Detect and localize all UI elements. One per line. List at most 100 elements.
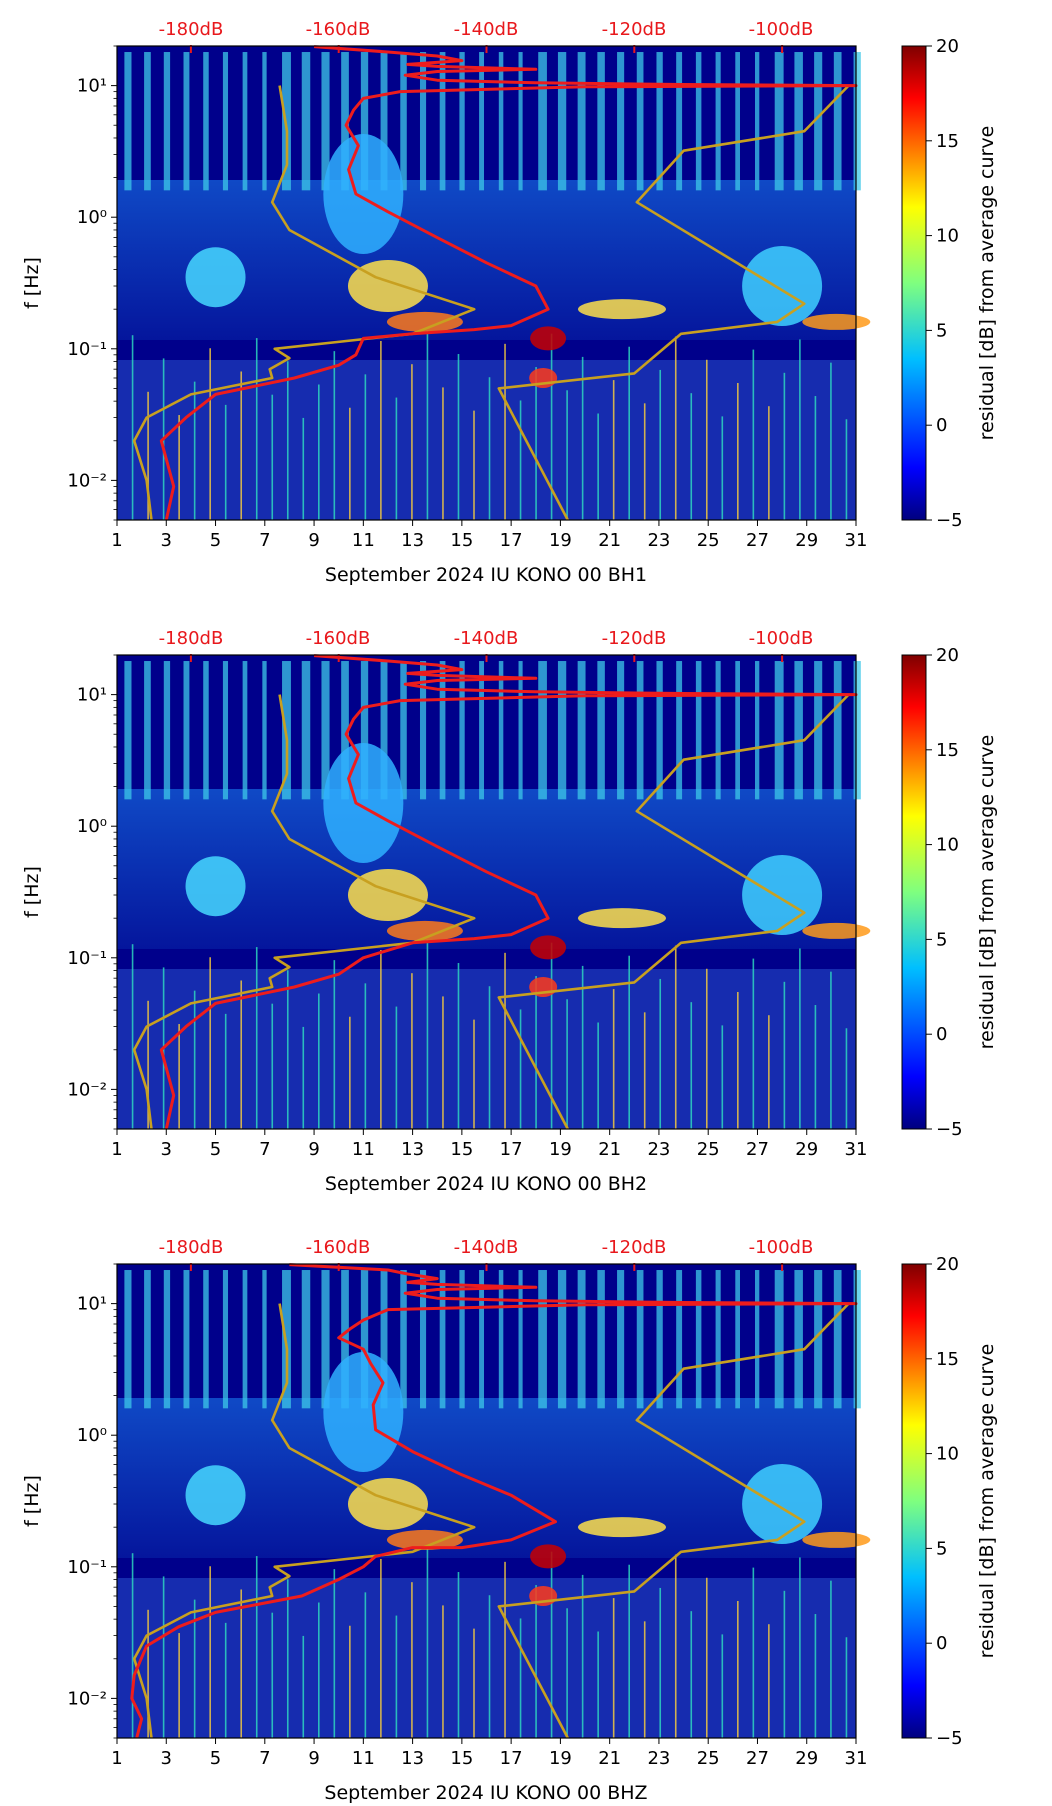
heatmap-stripes xyxy=(124,1270,861,1738)
residual-blob xyxy=(577,908,666,929)
hf-stripe xyxy=(301,52,311,191)
spike xyxy=(752,349,755,520)
x-tick-label: 29 xyxy=(795,530,818,551)
colorbar-tick-label: 10 xyxy=(936,226,959,247)
residual-blob xyxy=(185,1465,246,1526)
colorbar-label: residual [dB] from average curve xyxy=(976,735,998,1050)
colorbar-tick-label: 15 xyxy=(936,740,959,761)
spike xyxy=(519,400,522,520)
spike xyxy=(364,374,367,520)
spike xyxy=(783,372,786,520)
series-nhnm xyxy=(497,693,850,1130)
hf-stripe xyxy=(262,52,267,191)
spike xyxy=(752,1567,755,1738)
spike xyxy=(193,990,196,1129)
colorbar-ticks: −5 0 5 10 15 20 xyxy=(926,36,963,531)
spike xyxy=(178,1024,180,1129)
hf-stripe xyxy=(400,661,407,800)
spike xyxy=(224,404,227,520)
hf-stripe xyxy=(794,661,803,800)
hf-stripe xyxy=(498,52,504,191)
spike xyxy=(550,942,553,1129)
hf-stripe xyxy=(203,1270,209,1409)
spike xyxy=(612,380,615,520)
spike xyxy=(581,356,584,520)
x-tick-label: 29 xyxy=(795,1748,818,1769)
spike xyxy=(178,1633,180,1738)
spike xyxy=(674,1554,677,1738)
hf-stripe xyxy=(833,661,842,800)
y-tick-label: 10¹ xyxy=(77,76,107,97)
heatmap-lowfreq-band xyxy=(117,1578,856,1738)
colorbar-tick-label: 15 xyxy=(936,131,959,152)
hf-stripe xyxy=(656,661,663,800)
hf-stripe xyxy=(262,1270,267,1409)
spike xyxy=(566,1608,568,1738)
hf-stripe xyxy=(419,1270,427,1409)
y-tick-label: 10⁰ xyxy=(77,816,107,837)
colorbar-tick-label: 0 xyxy=(936,1633,947,1654)
spike xyxy=(659,369,662,520)
hf-stripe xyxy=(538,1270,547,1409)
y-tick-label: 10⁻¹ xyxy=(67,948,107,969)
spike xyxy=(162,1576,165,1738)
spike xyxy=(690,393,693,520)
heatmap-stripes xyxy=(124,52,861,520)
hf-stripe xyxy=(774,661,784,800)
hf-stripe xyxy=(577,52,586,191)
residual-blob xyxy=(742,855,823,936)
y-tick-label: 10¹ xyxy=(77,685,107,706)
hf-stripe xyxy=(833,52,842,191)
spike xyxy=(519,1009,522,1129)
x-tick-label: 23 xyxy=(647,530,670,551)
spike xyxy=(411,1582,413,1738)
colorbar-gradient xyxy=(901,45,927,521)
x-tick-label: 7 xyxy=(259,1748,270,1769)
hf-stripe xyxy=(439,1270,446,1409)
spike xyxy=(550,333,553,520)
spike xyxy=(768,1015,770,1129)
hf-stripe xyxy=(774,52,784,191)
hf-stripe xyxy=(419,52,427,191)
hf-stripe xyxy=(360,1270,369,1409)
spike xyxy=(178,415,180,520)
residual-blob xyxy=(802,313,871,330)
hf-stripe xyxy=(577,661,586,800)
x-tick-label: 1 xyxy=(111,530,122,551)
hf-stripe xyxy=(459,661,465,800)
x-tick-label: 9 xyxy=(308,1748,319,1769)
y-axis-label: f [Hz] xyxy=(21,1475,43,1527)
series-psd-mean xyxy=(130,1263,858,1739)
x-tick-label: 17 xyxy=(500,1139,523,1160)
spike xyxy=(721,1025,724,1129)
hf-stripe xyxy=(597,1270,605,1409)
hf-stripe xyxy=(321,1270,330,1409)
spike xyxy=(349,1625,351,1738)
hf-stripe xyxy=(183,1270,190,1409)
residual-blob xyxy=(530,935,567,960)
hf-stripe xyxy=(794,1270,803,1409)
hf-stripe xyxy=(518,661,523,800)
x-tick-label: 19 xyxy=(549,1139,572,1160)
x-tick-label: 17 xyxy=(500,1748,523,1769)
x-tick-label: 7 xyxy=(259,1139,270,1160)
hf-stripe xyxy=(557,661,567,800)
spike xyxy=(566,999,568,1129)
spike xyxy=(271,1003,274,1129)
hf-stripe xyxy=(163,661,171,800)
hf-stripe xyxy=(479,661,485,800)
colorbar-tick-label: 5 xyxy=(936,929,947,950)
spike xyxy=(674,945,677,1129)
colorbar-gradient xyxy=(901,654,927,1130)
series-psd-mean xyxy=(159,654,858,1130)
colorbar-tick-label: 15 xyxy=(936,1349,959,1370)
x-axis: 1 3 5 7 9 11 13 15 17 19 21 23 25 27 29 31 xyxy=(111,1129,867,1160)
spike xyxy=(131,1553,134,1738)
spike xyxy=(628,1564,630,1738)
hf-stripe xyxy=(124,661,132,800)
hf-stripe xyxy=(695,1270,702,1409)
hf-stripe xyxy=(617,52,625,191)
x-axis: 1 3 5 7 9 11 13 15 17 19 21 23 25 27 29 31 xyxy=(111,1738,867,1769)
spike xyxy=(799,1557,801,1738)
